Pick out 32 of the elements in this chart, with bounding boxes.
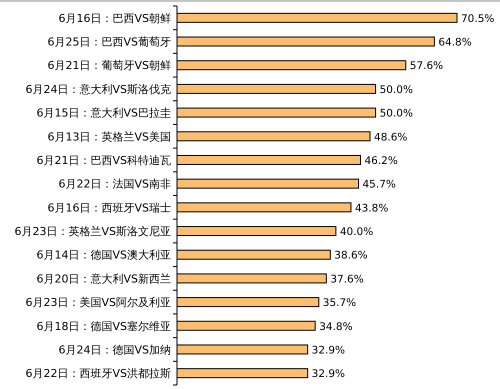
y-tick-label: 6月23日：英格兰VS斯洛文尼亚 — [14, 225, 171, 238]
data-label: 57.6% — [410, 60, 444, 72]
data-label: 46.2% — [364, 154, 398, 167]
data-label: 40.0% — [340, 226, 374, 238]
data-label: 50.0% — [380, 84, 413, 96]
data-label: 64.8% — [438, 36, 472, 49]
y-tick-label: 6月15日：意大利VS巴拉圭 — [36, 106, 171, 120]
y-tick-label: 6月16日：巴西VS朝鲜 — [58, 12, 171, 25]
data-label: 37.6% — [330, 273, 364, 286]
data-label: 45.7% — [362, 178, 396, 191]
y-tick-label: 6月14日：德国VS澳大利亚 — [36, 248, 171, 262]
data-label: 70.5% — [461, 12, 494, 25]
y-tick-label: 6月24日：意大利VS斯洛伐克 — [25, 82, 171, 96]
data-label: 32.9% — [312, 368, 346, 380]
y-tick-label: 6月21日：巴西VS科特迪瓦 — [36, 154, 171, 167]
y-tick-label: 6月23日：美国VS阿尔及利亚 — [25, 296, 171, 310]
data-label: 35.7% — [322, 297, 356, 310]
y-tick-label: 6月22日：西班牙VS洪都拉斯 — [25, 367, 171, 380]
data-label: 38.6% — [334, 250, 368, 262]
y-tick-label: 6月21日：葡萄牙VS朝鲜 — [47, 59, 171, 72]
y-tick-label: 6月18日：德国VS塞尔维亚 — [36, 320, 171, 333]
y-tick-label: 6月16日：西班牙VS瑞士 — [47, 201, 171, 214]
y-tick-label: 6月20日：意大利VS新西兰 — [36, 272, 171, 286]
data-label: 48.6% — [374, 131, 408, 144]
y-tick-label: 6月25日：巴西VS葡萄牙 — [47, 36, 171, 49]
y-tick-label: 6月22日：法国VS南非 — [58, 178, 171, 191]
y-tick-label: 6月13日：英格兰VS美国 — [47, 130, 171, 144]
data-label: 43.8% — [354, 202, 388, 214]
y-tick-label: 6月24日：德国VS加纳 — [58, 343, 171, 356]
data-label: 34.8% — [319, 320, 353, 333]
data-label: 32.9% — [312, 344, 346, 356]
data-label: 50.0% — [380, 108, 413, 120]
